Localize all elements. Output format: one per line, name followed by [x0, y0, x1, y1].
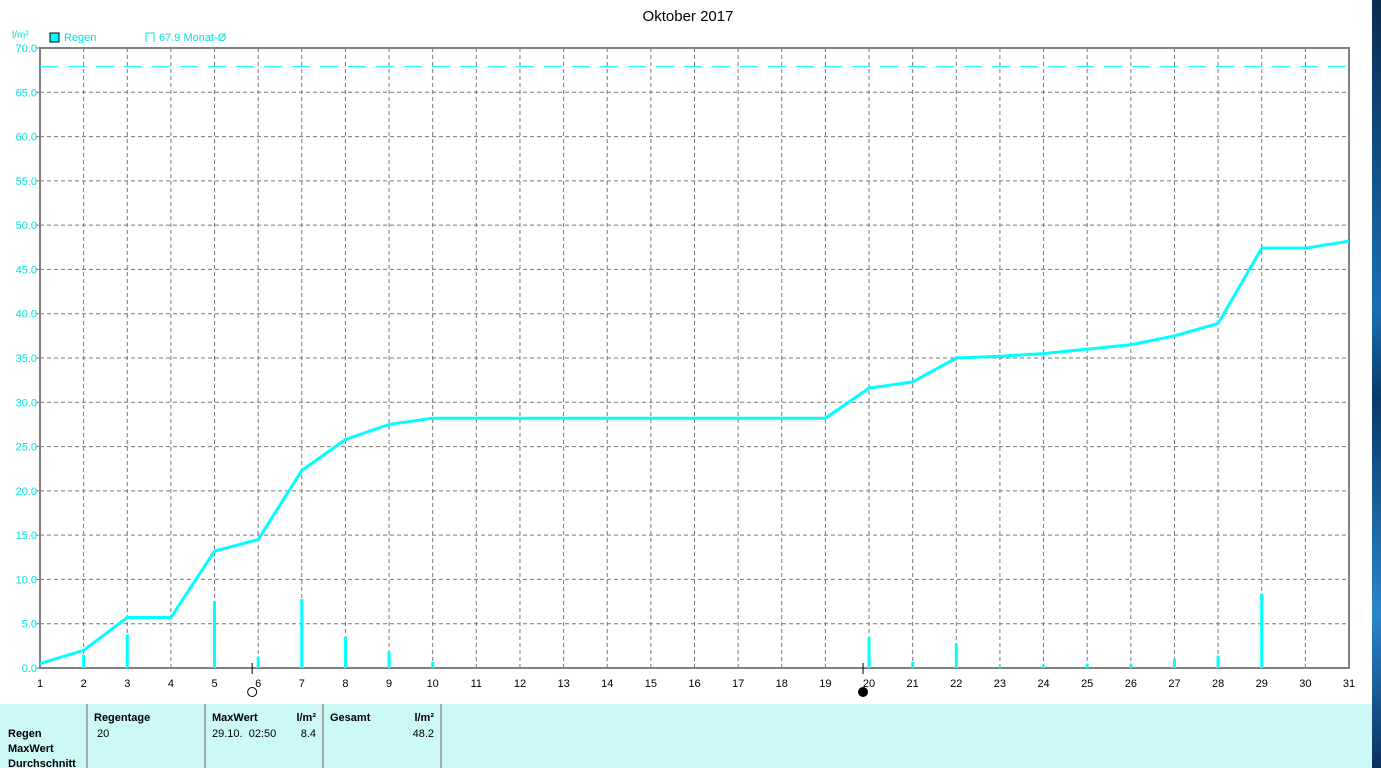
- bar: [1042, 665, 1046, 668]
- column-unit: l/m²: [296, 712, 316, 724]
- cell-value: 48.2: [412, 728, 434, 740]
- y-tick-label: 45.0: [16, 264, 37, 276]
- y-tick-label: 5.0: [22, 619, 37, 631]
- x-tick-label: 3: [124, 678, 130, 690]
- bar: [125, 634, 129, 668]
- y-tick-label: 60.0: [16, 132, 37, 144]
- x-tick-label: 30: [1299, 678, 1311, 690]
- plot-frame: [39, 47, 1350, 669]
- x-tick-label: 31: [1343, 678, 1355, 690]
- x-tick-label: 20: [863, 678, 875, 690]
- x-tick-label: 7: [299, 678, 305, 690]
- row-label: MaxWert: [8, 743, 54, 755]
- maxwert-column: MaxWert l/m² 29.10. 02:50 8.4: [206, 704, 324, 768]
- legend-label-regen: Regen: [64, 32, 96, 44]
- y-tick-label: 0.0: [22, 663, 37, 675]
- y-tick-label: 15.0: [16, 530, 37, 542]
- x-tick-label: 12: [514, 678, 526, 690]
- legend-swatch-reference: [145, 32, 155, 42]
- column-unit: l/m²: [414, 712, 434, 724]
- bar: [867, 637, 871, 668]
- y-tick-label: 40.0: [16, 309, 37, 321]
- chart-title: Oktober 2017: [643, 8, 734, 25]
- x-tick-label: 14: [601, 678, 613, 690]
- x-tick-label: 11: [471, 678, 482, 690]
- rain-chart: Oktober 2017 l/m² Regen 67.9 Monat-Ø 0.0 5.0 1…: [12, 8, 1355, 697]
- x-tick-label: 28: [1212, 678, 1224, 690]
- x-tick-label: 10: [427, 678, 439, 690]
- x-tick-label: 2: [81, 678, 87, 690]
- x-tick-label: 6: [255, 678, 261, 690]
- legend-swatch-regen: [49, 32, 60, 43]
- y-axis-unit: l/m²: [12, 30, 29, 41]
- x-tick-label: 23: [994, 678, 1006, 690]
- x-tick-label: 21: [907, 678, 919, 690]
- column-header: MaxWert: [212, 712, 258, 724]
- bar: [431, 661, 435, 668]
- bar: [1216, 655, 1220, 668]
- x-tick-label: 18: [776, 678, 788, 690]
- x-tick-label: 26: [1125, 678, 1137, 690]
- x-tick-label: 22: [950, 678, 962, 690]
- row-label: Durchschnitt: [8, 758, 76, 770]
- x-tick-label: 27: [1168, 678, 1180, 690]
- y-tick-label: 55.0: [16, 176, 37, 188]
- bar: [1260, 593, 1264, 668]
- y-tick-label: 65.0: [16, 87, 37, 99]
- x-tick-label: 19: [819, 678, 831, 690]
- new-moon-icon: [858, 687, 869, 697]
- y-tick-label: 25.0: [16, 442, 37, 454]
- x-tick-label: 13: [557, 678, 569, 690]
- bar: [911, 661, 915, 668]
- cell-value: 29.10. 02:50: [212, 728, 277, 740]
- cell-value: 20: [97, 728, 110, 740]
- stats-table: Regen MaxWert Durchschnitt Regentage 20 …: [0, 704, 1372, 770]
- cumulative-line: [39, 239, 1350, 666]
- bar: [1172, 659, 1176, 668]
- y-tick-label: 50.0: [16, 220, 37, 232]
- bar: [213, 601, 217, 668]
- x-tick-label: 1: [37, 678, 43, 690]
- x-tick-label: 29: [1256, 678, 1268, 690]
- row-labels: Regen MaxWert Durchschnitt: [0, 704, 88, 770]
- bar: [1129, 663, 1133, 668]
- bar: [954, 644, 958, 668]
- desktop-background: [1372, 0, 1381, 768]
- bar: [1085, 663, 1089, 668]
- x-tick-label: 24: [1037, 678, 1049, 690]
- x-tick-label: 5: [211, 678, 217, 690]
- cell-value: 8.4: [300, 728, 316, 740]
- y-tick-label: 10.0: [16, 574, 37, 586]
- column-header: Regentage: [94, 712, 151, 724]
- bar: [387, 652, 391, 668]
- bar: [300, 598, 304, 668]
- y-tick-label: 35.0: [16, 353, 37, 365]
- x-tick-label: 4: [168, 678, 174, 690]
- x-tick-label: 15: [645, 678, 657, 690]
- column-header: Gesamt: [330, 712, 371, 724]
- regentage-column: Regentage 20: [88, 704, 206, 768]
- y-tick-label: 30.0: [16, 397, 37, 409]
- bar: [998, 666, 1002, 668]
- bar: [82, 654, 86, 668]
- x-tick-label: 8: [342, 678, 348, 690]
- gesamt-column: Gesamt l/m² 48.2: [324, 704, 442, 768]
- x-tick-label: 17: [732, 678, 744, 690]
- legend-label-reference: 67.9 Monat-Ø: [159, 32, 227, 44]
- x-tick-label: 25: [1081, 678, 1093, 690]
- x-tick-label: 9: [386, 678, 392, 690]
- bar: [343, 637, 347, 668]
- y-tick-label: 20.0: [16, 486, 37, 498]
- x-tick-label: 16: [688, 678, 700, 690]
- bar: [256, 656, 260, 668]
- full-moon-icon: [247, 687, 258, 697]
- y-tick-label: 70.0: [16, 43, 37, 55]
- row-label: Regen: [8, 728, 42, 740]
